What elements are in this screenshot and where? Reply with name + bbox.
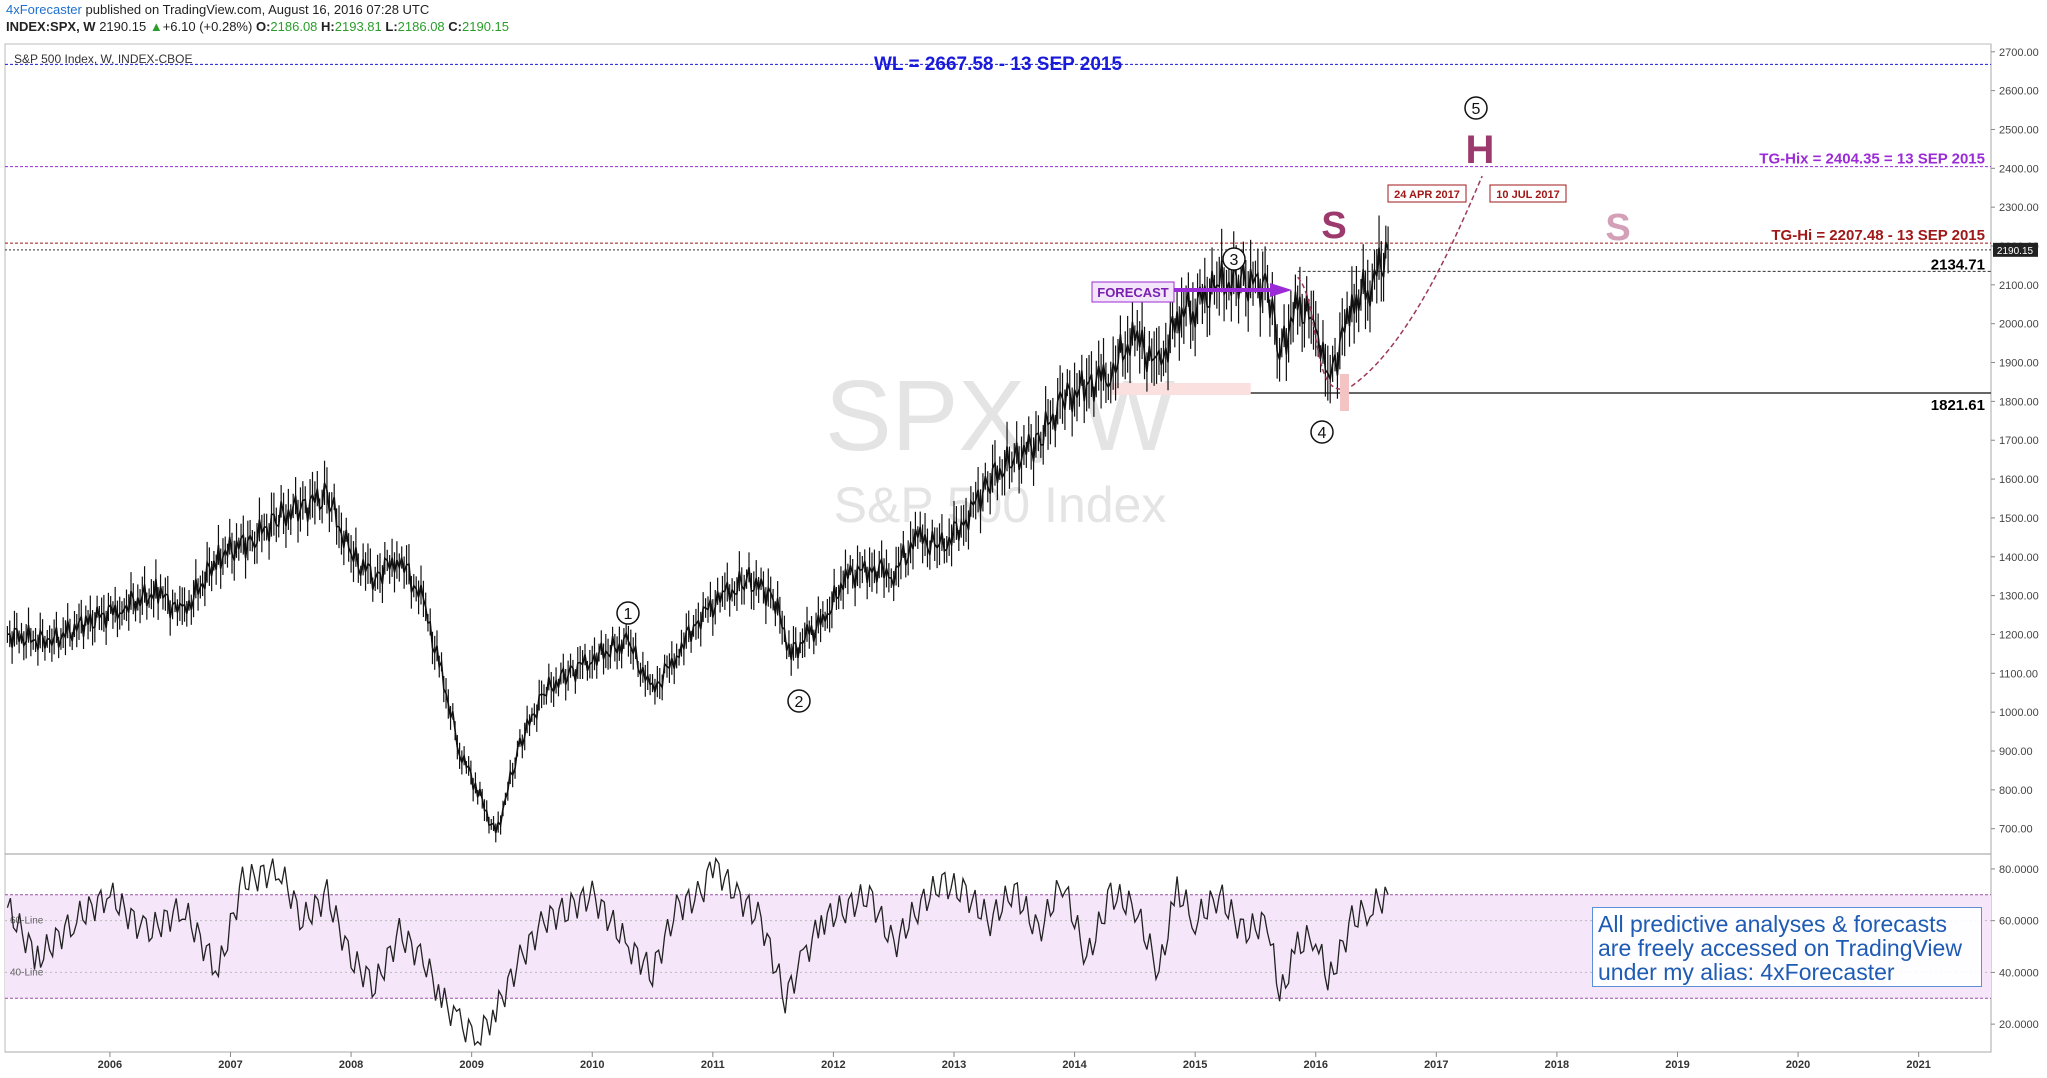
y-tick-label: 1800.00: [1999, 396, 2039, 408]
x-tick-label: 2014: [1062, 1059, 1087, 1071]
x-tick-label: 2007: [218, 1059, 242, 1071]
price-change: +6.10 (+0.28%): [162, 19, 253, 34]
head-label: H: [1466, 128, 1495, 172]
shoulder-right-label: S: [1605, 207, 1630, 249]
low-marker: [1340, 374, 1349, 411]
y-tick-label: 1200.00: [1999, 629, 2039, 641]
shoulder-left-label: S: [1321, 205, 1346, 247]
wave-label-4: 4: [1310, 420, 1334, 444]
close-value: 2190.15: [462, 19, 509, 34]
y-tick-label: 2700.00: [1999, 47, 2039, 59]
osc-40-label: 40-Line: [10, 967, 44, 978]
date-box-2: [1489, 184, 1567, 203]
y-tick-label: 2400.00: [1999, 163, 2039, 175]
x-tick-label: 2020: [1786, 1059, 1810, 1071]
low-value: 2186.08: [397, 19, 445, 34]
osc-tick-label: 80.0000: [1999, 864, 2039, 876]
date-box-1: [1387, 184, 1467, 203]
high-label: H:: [321, 19, 335, 34]
watermark-name: S&P 500 Index: [834, 477, 1167, 533]
pane-title: S&P 500 Index, W, INDEX-CBOE: [14, 52, 193, 66]
x-tick-label: 2012: [821, 1059, 845, 1071]
level-1821-label: 1821.61: [1931, 397, 1985, 414]
publish-text: published on TradingView.com, August 16,…: [85, 2, 430, 17]
y-tick-label: 1000.00: [1999, 707, 2039, 719]
open-label: O:: [255, 19, 271, 34]
close-label: C:: [448, 19, 462, 34]
svg-text:4: 4: [1318, 425, 1327, 442]
y-tick-label: 1100.00: [1999, 668, 2038, 680]
svg-text:3: 3: [1230, 252, 1239, 269]
y-tick-label: 1400.00: [1999, 552, 2039, 564]
y-tick-label: 2300.00: [1999, 202, 2039, 214]
level-2134-label: 2134.71: [1931, 256, 1985, 273]
low-label: L:: [385, 19, 398, 34]
last-price: 2190.15: [99, 19, 147, 34]
open-value: 2186.08: [270, 19, 318, 34]
oscillator-axis: 20.0000 40.0000 60.0000 80.0000: [1991, 864, 2039, 1031]
svg-text:5: 5: [1472, 101, 1481, 118]
wave-label-1: 1: [616, 601, 640, 625]
ohlc-line: INDEX:SPX, W 2190.15 ▲+6.10 (+0.28%) O:2…: [6, 19, 509, 35]
y-tick-label: 1300.00: [1999, 591, 2039, 603]
author-link[interactable]: 4xForecaster: [6, 2, 82, 17]
svg-text:2: 2: [795, 694, 804, 711]
x-tick-label: 2008: [339, 1059, 363, 1071]
high-value: 2193.81: [334, 19, 382, 34]
forecast-arrowhead-icon: [1270, 283, 1292, 297]
x-tick-label: 2011: [701, 1059, 725, 1071]
tg-hi-label: TG-Hi = 2207.48 - 13 SEP 2015: [1771, 227, 1985, 244]
y-tick-label: 1700.00: [1999, 435, 2039, 447]
x-tick-label: 2016: [1303, 1059, 1327, 1071]
wave-label-5: 5: [1464, 96, 1488, 120]
x-tick-label: 2021: [1906, 1059, 1930, 1071]
info-line-2: are freely accessed on TradingView: [1598, 935, 1962, 961]
y-tick-label: 700.00: [1999, 824, 2033, 836]
forecast-path: [1297, 175, 1483, 390]
x-tick-label: 2018: [1545, 1059, 1569, 1071]
oscillator-series: [6, 856, 1389, 1047]
tg-hix-label: TG-Hix = 2404.35 = 13 SEP 2015: [1759, 151, 1985, 168]
osc-60-label: 60-Line: [10, 916, 44, 927]
wave-label-2: 2: [787, 689, 811, 713]
info-box: All predictive analyses & forecasts are …: [1592, 907, 1982, 987]
osc-tick-label: 60.0000: [1999, 916, 2039, 928]
wl-label: WL = 2667.58 - 13 SEP 2015: [874, 54, 1122, 75]
osc-tick-label: 20.0000: [1999, 1019, 2039, 1031]
svg-text:1: 1: [624, 606, 633, 623]
time-axis: 2006 2007 2008 2009 2010 2011 2012 2013 2014 2015…: [98, 1052, 1931, 1071]
forecast-label: FORECAST: [1097, 285, 1169, 300]
last-price-tag-text: 2190.15: [1997, 246, 2034, 257]
y-tick-label: 800.00: [1999, 785, 2033, 797]
y-tick-label: 2100.00: [1999, 280, 2039, 292]
date-label-2: 10 JUL 2017: [1496, 189, 1559, 201]
support-zone: [1110, 382, 1251, 395]
y-tick-label: 2500.00: [1999, 124, 2039, 136]
y-tick-label: 900.00: [1999, 746, 2033, 758]
y-tick-label: 1900.00: [1999, 358, 2039, 370]
y-tick-label: 1500.00: [1999, 513, 2039, 525]
x-tick-label: 2017: [1424, 1059, 1448, 1071]
x-tick-label: 2013: [942, 1059, 966, 1071]
x-tick-label: 2015: [1183, 1059, 1207, 1071]
date-label-1: 24 APR 2017: [1394, 189, 1460, 201]
price-axis: 700.00 800.00 900.00 1000.00 1100.00 1200.00 1…: [1991, 47, 2039, 836]
osc-tick-label: 40.0000: [1999, 967, 2039, 979]
y-tick-label: 2000.00: [1999, 319, 2039, 331]
x-tick-label: 2006: [98, 1059, 122, 1071]
x-tick-label: 2010: [580, 1059, 604, 1071]
up-arrow-icon: ▲: [149, 19, 163, 34]
watermark-symbol: SPX, W: [825, 360, 1176, 472]
symbol-label: INDEX:SPX, W: [6, 19, 96, 34]
info-line-3: under my alias: 4xForecaster: [1598, 959, 1895, 985]
y-tick-label: 1600.00: [1999, 474, 2039, 486]
wave-label-3: 3: [1222, 247, 1246, 271]
y-tick-label: 2600.00: [1999, 86, 2039, 98]
info-line-1: All predictive analyses & forecasts: [1598, 911, 1947, 937]
x-tick-label: 2019: [1665, 1059, 1689, 1071]
last-price-tag: [1993, 242, 2038, 257]
x-tick-label: 2009: [459, 1059, 483, 1071]
publish-line: 4xForecaster published on TradingView.co…: [6, 2, 429, 18]
